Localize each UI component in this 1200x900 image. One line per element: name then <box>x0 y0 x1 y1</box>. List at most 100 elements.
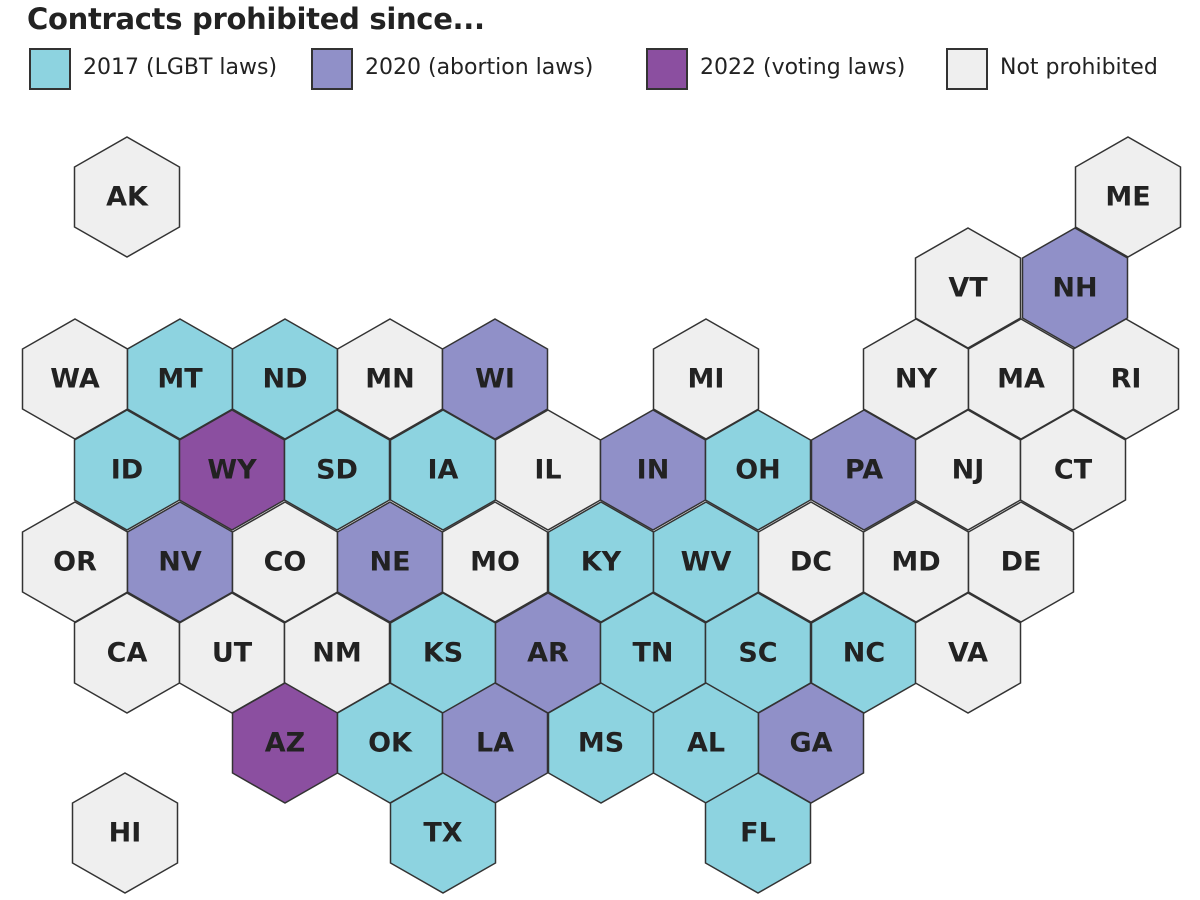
state-label-al: AL <box>687 728 725 759</box>
state-hex-il: IL <box>494 409 602 531</box>
state-label-ne: NE <box>369 547 410 578</box>
legend: 2017 (LGBT laws) 2020 (abortion laws) 20… <box>0 0 1200 110</box>
state-label-ct: CT <box>1054 455 1093 486</box>
state-label-mn: MN <box>365 364 414 395</box>
state-hex-shape-me <box>1074 136 1182 258</box>
state-label-md: MD <box>891 547 940 578</box>
state-label-nh: NH <box>1052 273 1097 304</box>
legend-swatch-not-prohibited <box>946 48 988 90</box>
state-hex-shape-ri <box>1072 318 1180 440</box>
legend-label-2017: 2017 (LGBT laws) <box>83 55 278 80</box>
state-label-de: DE <box>1001 547 1042 578</box>
state-hex-ia: IA <box>389 409 497 531</box>
state-label-id: ID <box>111 455 143 486</box>
state-label-tx: TX <box>423 818 462 849</box>
state-hex-wa: WA <box>21 318 129 440</box>
state-label-il: IL <box>534 455 561 486</box>
state-hex-shape-ct <box>1019 409 1127 531</box>
state-hex-shape-sd <box>283 409 391 531</box>
legend-swatch-2017 <box>29 48 71 90</box>
state-label-nj: NJ <box>952 455 985 486</box>
legend-label-2020: 2020 (abortion laws) <box>365 55 594 80</box>
state-label-wi: WI <box>475 364 515 395</box>
state-label-ms: MS <box>578 728 624 759</box>
state-hex-sd: SD <box>283 409 391 531</box>
state-label-wy: WY <box>207 455 257 486</box>
state-hex-shape-fl <box>704 772 812 894</box>
legend-swatch-2020 <box>311 48 353 90</box>
state-hex-mo: MO <box>441 501 549 623</box>
state-hex-vt: VT <box>914 227 1022 349</box>
state-hex-nv: NV <box>126 501 234 623</box>
state-hex-ms: MS <box>547 682 655 804</box>
state-label-la: LA <box>476 728 514 759</box>
state-label-mi: MI <box>688 364 725 395</box>
state-label-ak: AK <box>106 182 149 213</box>
state-label-hi: HI <box>109 818 142 849</box>
state-label-nm: NM <box>312 638 361 669</box>
state-hex-de: DE <box>967 501 1075 623</box>
state-hex-va: VA <box>914 592 1022 714</box>
state-hex-oh: OH <box>704 409 812 531</box>
state-hex-fl: FL <box>704 772 812 894</box>
state-label-nv: NV <box>158 547 202 578</box>
state-label-in: IN <box>637 455 670 486</box>
state-label-co: CO <box>264 547 307 578</box>
state-hex-shape-de <box>967 501 1075 623</box>
state-hex-shape-oh <box>704 409 812 531</box>
state-label-ar: AR <box>527 638 569 669</box>
state-label-nc: NC <box>843 638 885 669</box>
state-label-ia: IA <box>428 455 459 486</box>
state-label-ri: RI <box>1111 364 1142 395</box>
state-hex-shape-va <box>914 592 1022 714</box>
state-label-ny: NY <box>895 364 938 395</box>
state-label-wa: WA <box>50 364 100 395</box>
state-hex-ne: NE <box>336 501 444 623</box>
state-label-dc: DC <box>790 547 832 578</box>
state-label-vt: VT <box>948 273 988 304</box>
state-label-ma: MA <box>997 364 1045 395</box>
state-label-ky: KY <box>581 547 622 578</box>
state-label-ut: UT <box>212 638 253 669</box>
state-hex-sc: SC <box>704 592 812 714</box>
state-hex-mt: MT <box>126 318 234 440</box>
state-hex-id: ID <box>73 409 181 531</box>
state-hex-wy: WY <box>178 409 286 531</box>
state-hex-shape-hi <box>71 772 179 894</box>
state-label-me: ME <box>1105 182 1150 213</box>
legend-label-2022: 2022 (voting laws) <box>700 55 906 80</box>
state-hex-pa: PA <box>810 409 918 531</box>
state-label-nd: ND <box>262 364 307 395</box>
state-label-tn: TN <box>632 638 673 669</box>
state-label-sc: SC <box>738 638 777 669</box>
state-hex-shape-ak <box>73 136 181 258</box>
legend-label-not-prohibited: Not prohibited <box>1000 55 1158 80</box>
state-label-mt: MT <box>157 364 203 395</box>
state-hex-hi: HI <box>71 772 179 894</box>
state-hex-nj: NJ <box>914 409 1022 531</box>
state-hex-dc: DC <box>757 501 865 623</box>
state-label-wv: WV <box>681 547 732 578</box>
state-hex-nh: NH <box>1021 227 1129 349</box>
legend-swatch-2022 <box>646 48 688 90</box>
state-hex-ok: OK <box>336 682 444 804</box>
state-hex-ri: RI <box>1072 318 1180 440</box>
state-hex-tx: TX <box>389 772 497 894</box>
state-label-sd: SD <box>316 455 358 486</box>
state-label-az: AZ <box>265 728 305 759</box>
state-hex-ca: CA <box>73 592 181 714</box>
state-label-ca: CA <box>107 638 148 669</box>
state-label-or: OR <box>53 547 97 578</box>
state-hex-me: ME <box>1074 136 1182 258</box>
page-title: Contracts prohibited since... <box>27 2 485 36</box>
state-hex-ut: UT <box>178 592 286 714</box>
state-label-oh: OH <box>735 455 781 486</box>
state-hex-ct: CT <box>1019 409 1127 531</box>
state-label-va: VA <box>948 638 988 669</box>
state-label-pa: PA <box>845 455 883 486</box>
state-hex-ak: AK <box>73 136 181 258</box>
state-label-ga: GA <box>789 728 832 759</box>
state-label-mo: MO <box>470 547 520 578</box>
state-hex-mi: MI <box>652 318 760 440</box>
